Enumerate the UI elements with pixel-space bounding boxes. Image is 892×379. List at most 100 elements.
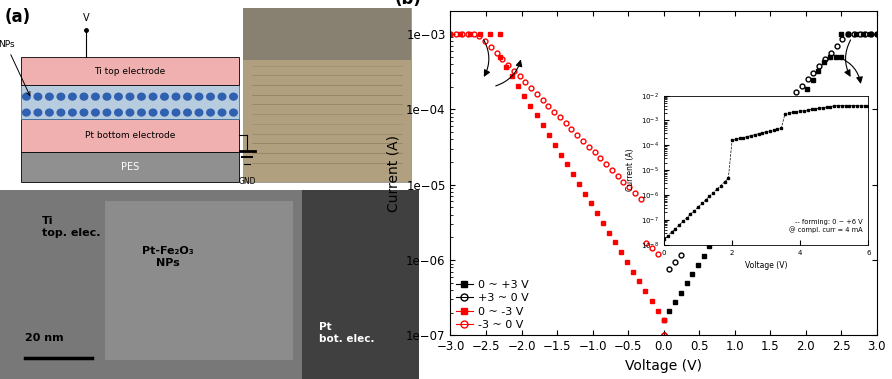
0 ~ -3 V: [525, 103, 536, 108]
-3 ~ 0 V: [468, 32, 479, 36]
0 ~ -3 V: [445, 32, 456, 36]
Circle shape: [103, 93, 111, 100]
Text: GND: GND: [238, 177, 256, 186]
Circle shape: [219, 93, 226, 100]
0 ~ -3 V: [519, 94, 530, 98]
0 ~ +3 V: [802, 87, 813, 92]
0 ~ +3 V: [857, 32, 868, 36]
-3 ~ 0 V: [647, 246, 657, 251]
+3 ~ 0 V: [837, 37, 847, 42]
0 ~ -3 V: [658, 318, 669, 323]
Circle shape: [137, 93, 145, 100]
0 ~ +3 V: [670, 300, 681, 304]
0 ~ +3 V: [830, 55, 841, 59]
0 ~ +3 V: [733, 198, 744, 202]
+3 ~ 0 V: [768, 117, 779, 121]
-3 ~ 0 V: [589, 150, 599, 155]
Circle shape: [69, 93, 76, 100]
0 ~ -3 V: [455, 32, 466, 36]
Bar: [244, 8, 411, 60]
+3 ~ 0 V: [750, 136, 761, 141]
0 ~ -3 V: [591, 211, 602, 215]
-3 ~ 0 V: [474, 33, 484, 38]
+3 ~ 0 V: [716, 176, 727, 181]
Bar: [0, 190, 419, 379]
+3 ~ 0 V: [698, 196, 709, 201]
+3 ~ 0 V: [866, 32, 877, 36]
0 ~ -3 V: [549, 143, 560, 147]
0 ~ +3 V: [739, 189, 749, 193]
0 ~ -3 V: [610, 240, 621, 244]
0 ~ +3 V: [687, 272, 698, 276]
-3 ~ 0 V: [600, 162, 611, 166]
0 ~ -3 V: [628, 269, 639, 274]
0 ~ -3 V: [531, 113, 541, 118]
0 ~ +3 V: [756, 161, 766, 166]
0 ~ +3 V: [836, 32, 847, 36]
+3 ~ 0 V: [687, 210, 698, 214]
-3 ~ 0 V: [543, 103, 554, 108]
-3 ~ 0 V: [641, 240, 652, 245]
Line: 0 ~ -3 V: 0 ~ -3 V: [448, 31, 666, 323]
-3 ~ 0 V: [555, 115, 566, 120]
0 ~ -3 V: [475, 32, 485, 36]
+3 ~ 0 V: [710, 183, 721, 188]
-3 ~ 0 V: [491, 51, 502, 55]
0 ~ -3 V: [604, 230, 615, 235]
-3 ~ 0 V: [508, 68, 519, 73]
0 ~ -3 V: [507, 74, 517, 79]
0 ~ +3 V: [750, 170, 761, 175]
0 ~ -3 V: [495, 32, 506, 36]
+3 ~ 0 V: [780, 103, 790, 108]
0 ~ -3 V: [615, 250, 626, 254]
Circle shape: [22, 109, 30, 116]
0 ~ -3 V: [501, 64, 512, 69]
Text: Ti top electrode: Ti top electrode: [95, 67, 166, 75]
Circle shape: [57, 109, 65, 116]
+3 ~ 0 V: [728, 163, 739, 168]
0 ~ +3 V: [664, 309, 674, 313]
-3 ~ 0 V: [635, 197, 646, 201]
+3 ~ 0 V: [808, 70, 819, 75]
Circle shape: [172, 93, 180, 100]
-3 ~ 0 V: [630, 191, 640, 196]
+3 ~ 0 V: [785, 97, 796, 101]
Y-axis label: Current (A): Current (A): [386, 135, 401, 212]
0 ~ +3 V: [850, 32, 861, 36]
+3 ~ 0 V: [825, 50, 836, 55]
Circle shape: [103, 109, 111, 116]
Line: -3 ~ 0 V: -3 ~ 0 V: [448, 31, 666, 338]
0 ~ +3 V: [727, 207, 738, 212]
0 ~ +3 V: [698, 254, 709, 258]
+3 ~ 0 V: [664, 266, 674, 271]
Circle shape: [34, 93, 42, 100]
Circle shape: [207, 93, 214, 100]
-3 ~ 0 V: [624, 185, 634, 190]
0 ~ +3 V: [843, 32, 854, 36]
-3 ~ 0 V: [537, 97, 548, 102]
+3 ~ 0 V: [820, 57, 830, 61]
Circle shape: [45, 93, 54, 100]
-3 ~ 0 V: [480, 39, 491, 44]
+3 ~ 0 V: [722, 170, 732, 174]
X-axis label: Voltage (V): Voltage (V): [625, 359, 702, 373]
0 ~ -3 V: [574, 182, 584, 186]
0 ~ -3 V: [537, 123, 548, 127]
0 ~ +3 V: [836, 55, 847, 59]
0 ~ -3 V: [495, 55, 506, 59]
+3 ~ 0 V: [670, 260, 681, 264]
Circle shape: [126, 109, 134, 116]
-3 ~ 0 V: [549, 109, 559, 114]
0 ~ -3 V: [465, 32, 475, 36]
0 ~ -3 V: [634, 279, 645, 283]
-3 ~ 0 V: [607, 168, 617, 172]
0 ~ -3 V: [598, 221, 608, 225]
-3 ~ 0 V: [497, 57, 508, 61]
Circle shape: [34, 109, 42, 116]
+3 ~ 0 V: [773, 110, 784, 114]
Text: Pt
bot. elec.: Pt bot. elec.: [318, 322, 374, 344]
Circle shape: [115, 109, 122, 116]
0 ~ -3 V: [622, 260, 632, 264]
0 ~ +3 V: [864, 32, 875, 36]
0 ~ +3 V: [715, 226, 726, 230]
